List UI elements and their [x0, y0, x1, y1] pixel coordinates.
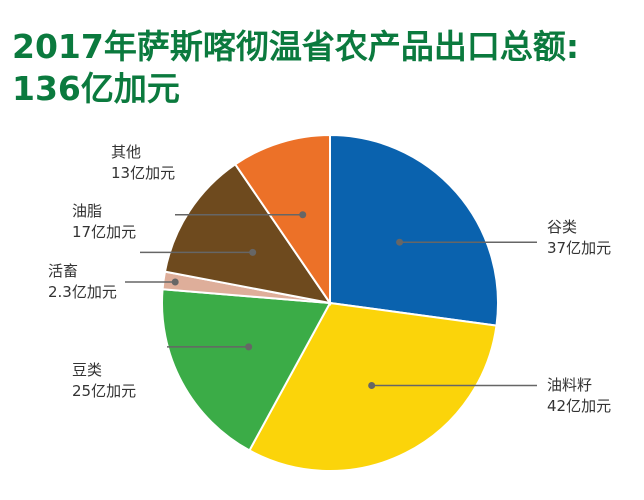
chart-title: 2017年萨斯喀彻温省农产品出口总额: 136亿加元 [12, 26, 632, 110]
slice-value-livestock: 2.3亿加元 [48, 283, 117, 301]
leader-lines [125, 211, 537, 389]
slice-label-other: 其他 [111, 143, 141, 161]
slice-label-oils: 油脂 [72, 202, 102, 220]
pie-slice-oils [163, 162, 333, 305]
pie-slice-other [233, 133, 331, 307]
chart-title-line2: 136亿加元 [12, 69, 180, 108]
slice-label-oilseeds: 油料籽 [547, 376, 592, 394]
leader-dot-livestock [171, 278, 179, 286]
chart-title-line1: 2017年萨斯喀彻温省农产品出口总额: [12, 27, 580, 66]
leader-dot-cereals [396, 238, 404, 246]
slice-value-cereals: 37亿加元 [547, 239, 611, 257]
leader-dot-oilseeds [368, 381, 376, 389]
pie-slice-pulses [161, 288, 332, 452]
leader-dot-oils [249, 248, 257, 256]
slice-value-oils: 17亿加元 [72, 223, 136, 241]
slice-label-livestock: 活畜 [48, 262, 78, 280]
slice-value-other: 13亿加元 [111, 164, 175, 182]
pie-slices [161, 133, 499, 473]
slice-label-pulses: 豆类 [72, 361, 102, 379]
leader-dot-pulses [245, 343, 253, 351]
leader-dot-other [299, 211, 307, 219]
slice-value-pulses: 25亿加元 [72, 382, 136, 400]
slice-label-cereals: 谷类 [547, 218, 577, 236]
slice-value-oilseeds: 42亿加元 [547, 397, 611, 415]
pie-slice-cereals [329, 133, 499, 327]
